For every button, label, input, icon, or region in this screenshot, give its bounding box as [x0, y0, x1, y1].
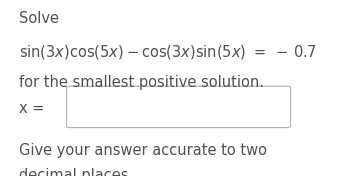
FancyBboxPatch shape: [66, 86, 290, 128]
Text: decimal places.: decimal places.: [19, 168, 133, 176]
Text: for the smallest positive solution.: for the smallest positive solution.: [19, 75, 264, 90]
Text: x =: x =: [19, 101, 45, 116]
Text: Solve: Solve: [19, 11, 59, 26]
Text: $\sin(3x)\cos(5x) - \cos(3x)\sin(5x)\ =\ -\,0.7$: $\sin(3x)\cos(5x) - \cos(3x)\sin(5x)\ =\…: [19, 43, 316, 61]
Text: Give your answer accurate to two: Give your answer accurate to two: [19, 143, 267, 158]
